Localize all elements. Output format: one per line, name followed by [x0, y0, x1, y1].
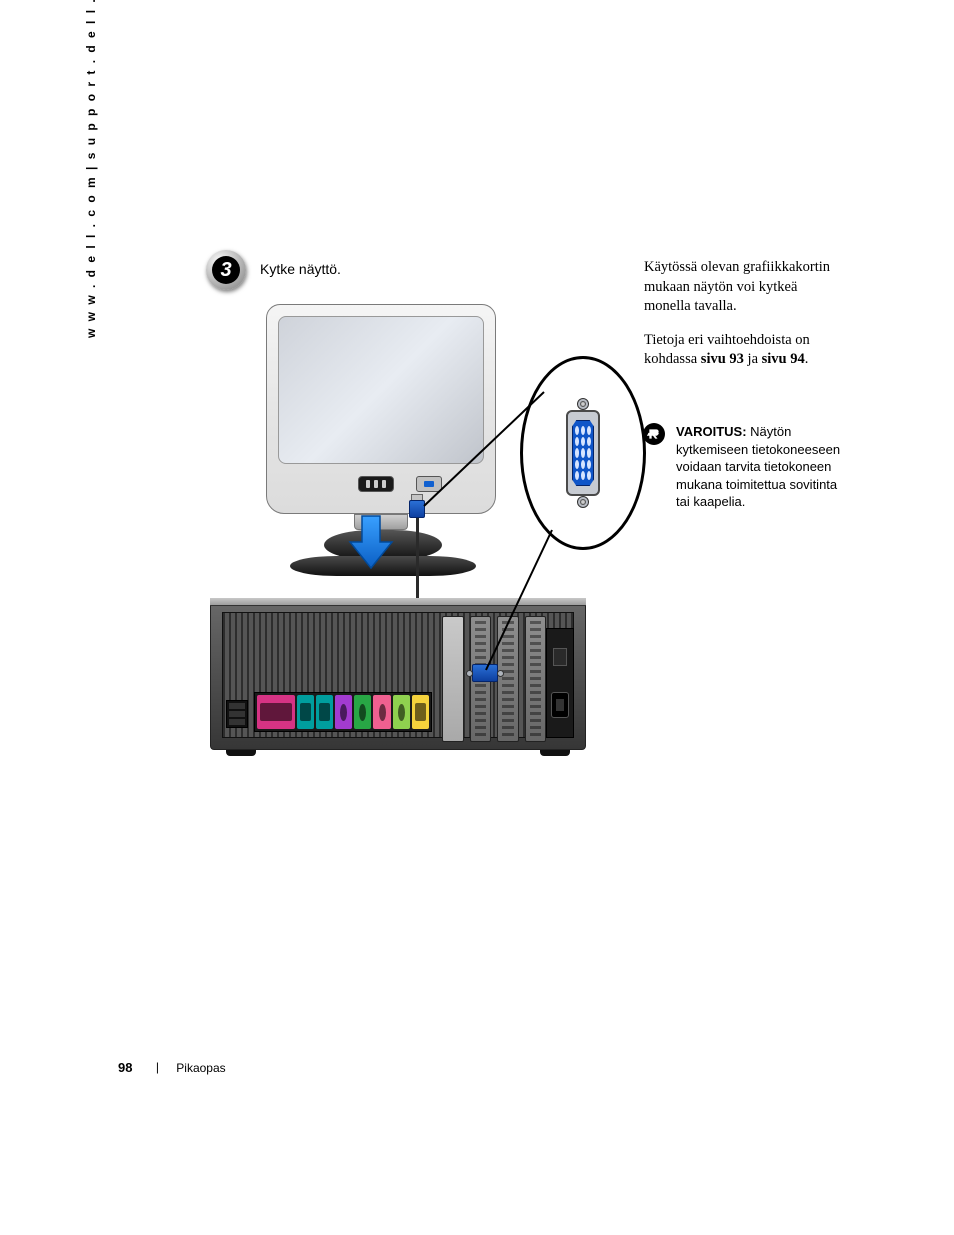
- rcol-p2-b1: sivu 93: [701, 351, 744, 367]
- expansion-slot-4-icon: [525, 616, 547, 742]
- side-url-text: w w w . d e l l . c o m | s u p p o r t …: [84, 38, 98, 338]
- ps2-mouse-icon: [354, 695, 371, 729]
- notice-box: VAROITUS: Näytön kytkemiseen tietokonees…: [644, 423, 844, 511]
- notice-icon: [643, 423, 665, 445]
- case-foot-right: [540, 750, 570, 756]
- footer-separator: |: [156, 1060, 159, 1074]
- section-title: Pikaopas: [176, 1061, 225, 1075]
- usb-port-icon: [412, 695, 429, 729]
- side-ports-icon: [226, 700, 248, 728]
- serial-port-2-icon: [316, 695, 333, 729]
- vga-callout: [520, 356, 646, 550]
- rcol-para1: Käytössä olevan grafiikkakortin mukaan n…: [644, 258, 844, 317]
- case-foot-left: [226, 750, 256, 756]
- parallel-port-icon: [257, 695, 295, 729]
- notice-lead: VAROITUS:: [676, 424, 747, 439]
- monitor-power-port-icon: [358, 476, 394, 492]
- rear-io-ports: [254, 692, 432, 732]
- step-number: 3: [220, 259, 231, 282]
- graphics-card-slot-icon: [442, 616, 464, 742]
- power-supply-icon: [546, 628, 574, 738]
- vga-plug-pc-icon: [472, 660, 506, 686]
- ps2-keyboard-icon: [335, 695, 352, 729]
- monitor-vga-port-icon: [416, 476, 442, 492]
- monitor-rear: [266, 304, 496, 514]
- page-footer: 98 | Pikaopas: [118, 1060, 226, 1075]
- page-number: 98: [118, 1060, 132, 1075]
- step-number-badge: 3: [206, 250, 246, 290]
- right-column: Käytössä olevan grafiikkakortin mukaan n…: [644, 258, 844, 384]
- vga-connector-detail-icon: [562, 396, 604, 510]
- down-arrow-icon: [348, 514, 394, 570]
- audio-lineout-icon: [393, 695, 410, 729]
- desktop-rear: [210, 598, 586, 750]
- rcol-p2-b2: sivu 94: [762, 351, 805, 367]
- rcol-p2-post: .: [805, 351, 809, 367]
- serial-port-1-icon: [297, 695, 314, 729]
- rcol-para2: Tietoja eri vaihtoehdoista on kohdassa s…: [644, 331, 844, 370]
- step-title: Kytke näyttö.: [260, 261, 341, 277]
- audio-mic-icon: [373, 695, 390, 729]
- rcol-p2-mid: ja: [744, 351, 762, 367]
- setup-illustration: [200, 300, 640, 760]
- vga-plug-monitor-icon: [406, 500, 428, 530]
